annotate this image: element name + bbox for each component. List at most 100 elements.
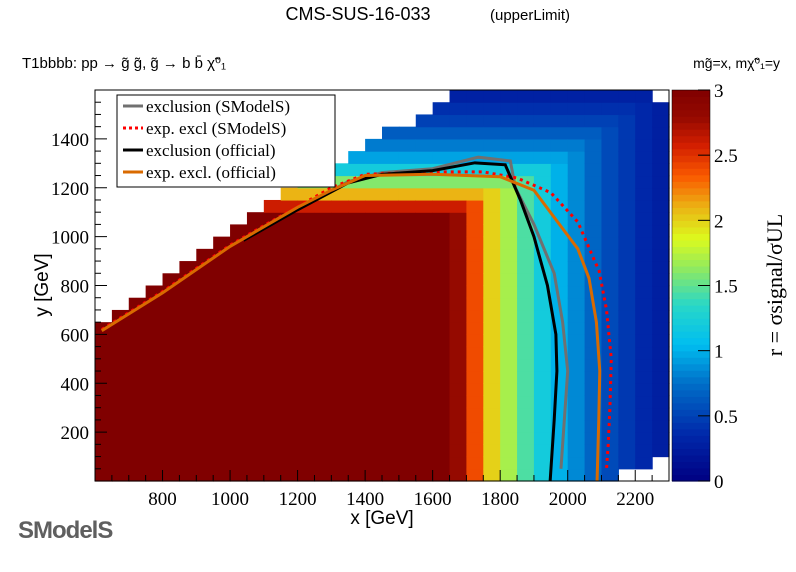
heatmap-cell: [162, 334, 181, 348]
heatmap-cell: [601, 261, 619, 274]
heatmap-cell: [601, 273, 619, 287]
heatmap-cell: [280, 395, 299, 409]
heatmap-cell: [533, 273, 552, 287]
heatmap-cell: [618, 261, 636, 274]
heatmap-cell: [213, 468, 231, 482]
colorbar-tick-label: 2.5: [714, 146, 738, 167]
heatmap-cell: [331, 419, 349, 433]
heatmap-cell: [415, 444, 434, 458]
heatmap-cell: [246, 285, 265, 299]
heatmap-cell: [466, 187, 484, 201]
heatmap-cell: [533, 334, 552, 348]
heatmap-cell: [348, 261, 366, 274]
heatmap-cell: [466, 297, 484, 311]
heatmap-cell: [95, 334, 113, 348]
heatmap-cell: [432, 102, 451, 116]
heatmap-cell: [365, 334, 383, 348]
heatmap-cell: [601, 114, 619, 128]
heatmap-cell: [483, 371, 501, 384]
heatmap-cell: [314, 199, 332, 213]
heatmap-cell: [584, 285, 603, 299]
heatmap-cell: [95, 432, 113, 445]
heatmap-cell: [162, 419, 181, 433]
heatmap-cell: [162, 456, 181, 470]
heatmap-cell: [263, 322, 282, 335]
heatmap-cell: [128, 456, 147, 470]
heatmap-cell: [415, 346, 434, 360]
heatmap-cell: [111, 334, 130, 348]
colorbar-segment: [672, 448, 710, 456]
heatmap-cell: [280, 322, 299, 335]
heatmap-cell: [584, 114, 603, 128]
colorbar-segment: [672, 272, 710, 280]
heatmap-cell: [398, 346, 417, 360]
heatmap-cell: [145, 334, 164, 348]
heatmap-cell: [601, 432, 619, 445]
heatmap-cell: [263, 407, 282, 421]
heatmap-cell: [533, 432, 552, 445]
heatmap-cell: [483, 309, 501, 323]
heatmap-cell: [550, 285, 569, 299]
heatmap-cell: [635, 371, 653, 384]
heatmap-cell: [230, 346, 248, 360]
heatmap-cell: [449, 395, 468, 409]
heatmap-cell: [533, 358, 552, 372]
heatmap-cell: [652, 236, 670, 250]
heatmap-cell: [365, 456, 383, 470]
heatmap-cell: [348, 322, 366, 335]
heatmap-cell: [601, 138, 619, 152]
heatmap-cell: [162, 444, 181, 458]
heatmap-cell: [314, 248, 332, 262]
heatmap-cell: [601, 126, 619, 140]
heatmap-cell: [584, 309, 603, 323]
colorbar-segment: [672, 318, 710, 326]
heatmap-cell: [567, 358, 586, 372]
heatmap-cell: [466, 261, 484, 274]
heatmap-cell: [128, 432, 147, 445]
heatmap-cell: [517, 334, 535, 348]
heatmap-cell: [432, 175, 451, 189]
heatmap-cell: [550, 151, 569, 164]
heatmap-cell: [382, 212, 400, 226]
heatmap-cell: [145, 309, 164, 323]
heatmap-cell: [145, 432, 164, 445]
heatmap-cell: [95, 371, 113, 384]
heatmap-cell: [95, 395, 113, 409]
heatmap-cell: [263, 346, 282, 360]
axes: 800 1000 1200 1400 1600 1800 2000 2200 200 400 600…: [51, 101, 654, 510]
heatmap-cell: [449, 334, 468, 348]
heatmap-cell: [128, 419, 147, 433]
colorbar-segment: [672, 148, 710, 156]
heatmap-cell: [415, 151, 434, 164]
heatmap-cell: [331, 224, 349, 238]
heatmap-cell: [432, 468, 451, 482]
heatmap-cell: [297, 187, 316, 201]
heatmap-cell: [263, 383, 282, 397]
heatmap-cell: [567, 138, 586, 152]
heatmap-cell: [297, 309, 316, 323]
heatmap-cell: [466, 236, 484, 250]
heatmap-cell: [652, 358, 670, 372]
heatmap-cell: [297, 444, 316, 458]
heatmap-cell: [314, 468, 332, 482]
heatmap-cell: [111, 407, 130, 421]
heatmap-cell: [280, 444, 299, 458]
heatmap-cell: [415, 322, 434, 335]
heatmap-cell: [466, 102, 484, 116]
heatmap-cell: [500, 126, 518, 140]
heatmap-cell: [365, 309, 383, 323]
heatmap-cell: [466, 309, 484, 323]
heatmap-cell: [196, 383, 214, 397]
heatmap-cell: [466, 383, 484, 397]
heatmap-cell: [601, 199, 619, 213]
heatmap-cell: [263, 371, 282, 384]
heatmap-cell: [550, 444, 569, 458]
heatmap-cell: [449, 102, 468, 116]
heatmap-cell: [297, 261, 316, 274]
heatmap-cell: [483, 444, 501, 458]
heatmap-cell: [365, 444, 383, 458]
heatmap-cell: [432, 114, 451, 128]
colorbar-segment: [672, 155, 710, 163]
heatmap-cell: [449, 468, 468, 482]
